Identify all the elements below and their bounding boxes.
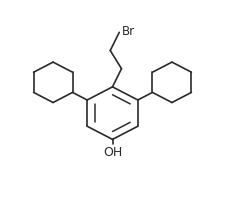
Text: OH: OH [103,146,122,159]
Text: Br: Br [122,25,135,38]
